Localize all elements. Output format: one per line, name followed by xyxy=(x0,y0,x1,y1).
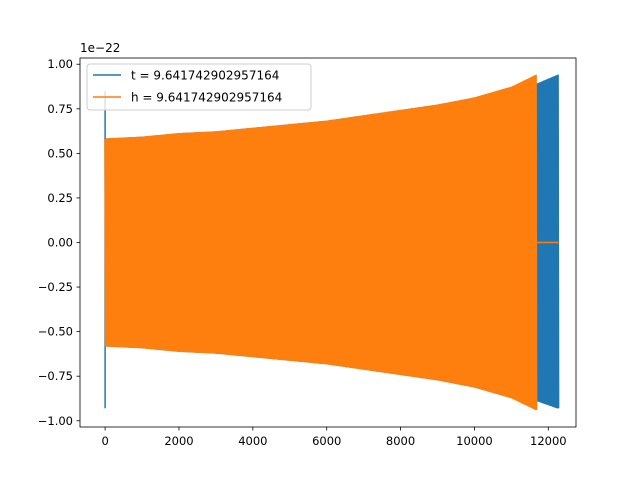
x-tick-label: 2000 xyxy=(164,434,193,448)
y-tick-label: −0.50 xyxy=(38,325,73,339)
y-tick-label: −0.75 xyxy=(38,369,73,383)
y-axis: −1.00 −0.75 −0.50 −0.25 0.00 0.25 0.50 0.75 1.00 xyxy=(38,57,80,428)
y-tick-label: 0.25 xyxy=(47,191,73,205)
legend-label: t = 9.641742902957164 xyxy=(131,69,279,83)
y-tick-label: 0.50 xyxy=(47,146,73,160)
legend-label: h = 9.641742902957164 xyxy=(131,91,282,105)
x-axis: 0 2000 4000 6000 8000 10000 12000 xyxy=(101,427,567,448)
series-1-line xyxy=(104,74,538,411)
x-tick-label: 8000 xyxy=(386,434,415,448)
x-tick-label: 0 xyxy=(101,434,108,448)
x-tick-label: 6000 xyxy=(312,434,341,448)
legend-frame xyxy=(86,63,312,111)
legend: t = 9.641742902957164 h = 9.6417429029571… xyxy=(86,63,312,111)
x-tick-label: 10000 xyxy=(456,434,493,448)
y-tick-label: −1.00 xyxy=(38,414,73,428)
series-1 xyxy=(104,74,559,411)
x-tick-label: 4000 xyxy=(238,434,267,448)
y-axis-offset-label: 1e−22 xyxy=(80,41,120,55)
x-tick-label: 12000 xyxy=(530,434,567,448)
y-tick-label: 0.75 xyxy=(47,102,73,116)
y-tick-label: 0.00 xyxy=(47,236,73,250)
series-layer xyxy=(104,74,560,411)
y-tick-label: −0.25 xyxy=(38,280,73,294)
y-tick-label: 1.00 xyxy=(47,57,73,71)
